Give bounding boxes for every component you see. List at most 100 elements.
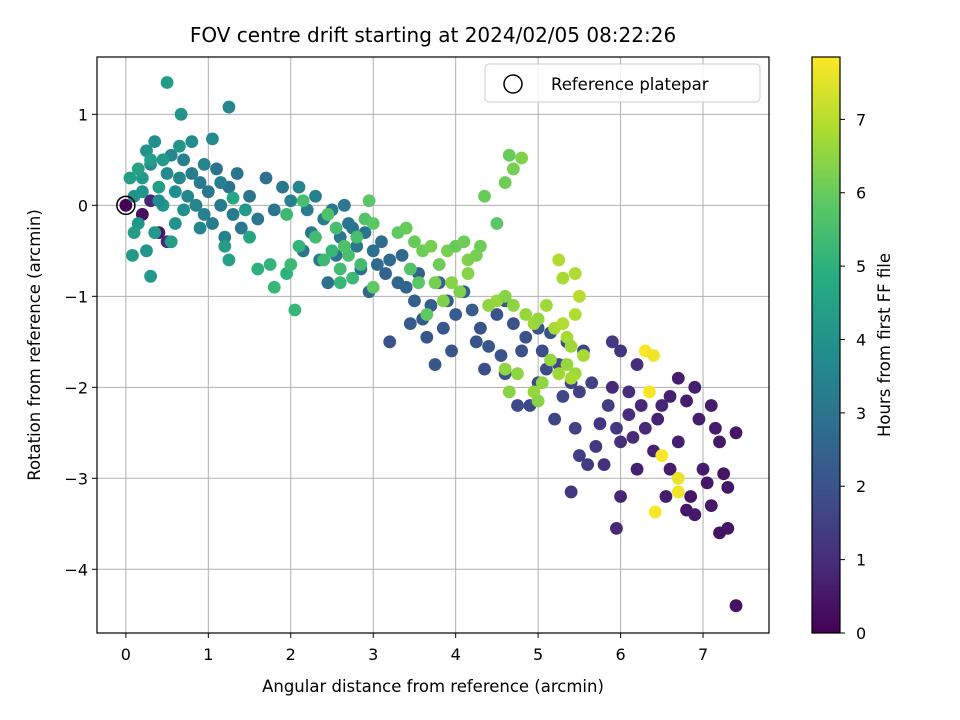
reference-platepar-marker	[116, 195, 136, 216]
data-point	[610, 421, 623, 435]
data-point	[704, 399, 718, 412]
colorbar-ticks: 0 1 2 3 4 5 6 7	[840, 110, 866, 643]
data-point	[168, 185, 182, 199]
data-point	[630, 462, 644, 476]
data-point	[610, 521, 623, 535]
data-point	[222, 100, 236, 114]
data-point	[684, 490, 698, 503]
data-point	[144, 269, 157, 283]
data-point	[626, 430, 640, 444]
data-point	[659, 490, 673, 503]
data-point	[267, 280, 281, 294]
data-point	[688, 380, 702, 394]
data-point	[292, 239, 306, 253]
data-point	[531, 394, 545, 408]
data-point	[243, 189, 256, 203]
data-point	[729, 599, 743, 613]
y-axis-ticks: 1 0 −1 −2 −3 −4	[64, 105, 97, 579]
data-point	[572, 289, 586, 303]
data-point	[243, 230, 256, 244]
data-point	[354, 258, 368, 271]
data-point	[329, 221, 343, 235]
data-point	[461, 267, 475, 280]
data-point	[622, 408, 636, 422]
data-point	[239, 203, 252, 217]
data-point	[564, 485, 578, 499]
data-point	[564, 371, 578, 385]
data-point	[185, 167, 199, 180]
data-point	[449, 308, 463, 321]
data-point	[506, 299, 520, 312]
legend-box	[484, 63, 761, 103]
data-point	[647, 349, 660, 362]
data-point	[222, 253, 236, 267]
data-point	[564, 339, 578, 353]
data-point	[234, 221, 248, 235]
data-point	[511, 399, 524, 412]
data-point	[126, 248, 139, 262]
data-point	[671, 435, 685, 449]
data-point	[379, 267, 392, 280]
data-point	[395, 248, 409, 262]
data-point	[556, 317, 570, 331]
x-tick-label: 7	[698, 645, 708, 664]
data-point	[267, 203, 281, 217]
data-point	[474, 321, 487, 335]
data-point	[251, 262, 265, 276]
data-point	[568, 267, 582, 280]
data-point	[614, 344, 627, 358]
data-point	[474, 239, 487, 253]
data-point	[648, 505, 662, 519]
data-point	[144, 153, 157, 167]
data-point	[174, 107, 188, 121]
plot-frame	[96, 56, 770, 634]
data-point	[552, 253, 566, 267]
data-point	[453, 285, 467, 299]
grid-lines	[97, 57, 769, 633]
y-tick-label: 0	[78, 196, 88, 215]
data-point	[135, 185, 149, 199]
legend-label-reference: Reference platepar	[551, 75, 709, 94]
colorbar-tick-label: 2	[856, 477, 866, 496]
data-point	[671, 485, 685, 499]
data-point	[148, 135, 162, 149]
data-point	[284, 194, 298, 208]
data-point	[498, 289, 512, 303]
data-point	[206, 132, 219, 146]
data-point	[643, 385, 656, 399]
data-point	[490, 217, 504, 230]
data-point	[535, 344, 549, 358]
y-tick-label: 1	[78, 105, 88, 124]
data-point	[700, 476, 714, 490]
data-point	[173, 139, 186, 153]
data-point	[366, 280, 380, 294]
data-point	[408, 235, 421, 249]
data-point	[131, 162, 145, 176]
data-point	[535, 376, 549, 390]
data-point	[704, 499, 718, 513]
data-point	[119, 198, 133, 212]
data-point	[428, 358, 442, 371]
data-point	[655, 449, 669, 462]
data-point	[193, 176, 207, 189]
data-point	[614, 490, 627, 503]
data-point	[465, 303, 479, 317]
data-point	[160, 167, 174, 180]
data-point	[152, 180, 166, 194]
x-tick-label: 4	[451, 645, 461, 664]
data-point	[337, 198, 351, 212]
data-point	[164, 235, 178, 249]
data-point	[531, 312, 545, 326]
colorbar-tick-label: 6	[856, 184, 866, 203]
data-point	[403, 262, 417, 276]
data-point	[498, 176, 512, 189]
data-point	[424, 239, 438, 253]
data-point	[206, 217, 219, 230]
data-point	[655, 399, 669, 412]
data-point	[321, 208, 335, 221]
data-point	[218, 239, 232, 253]
data-point	[556, 271, 570, 285]
colorbar-tick-label: 0	[856, 624, 866, 643]
x-tick-label: 5	[533, 645, 543, 664]
